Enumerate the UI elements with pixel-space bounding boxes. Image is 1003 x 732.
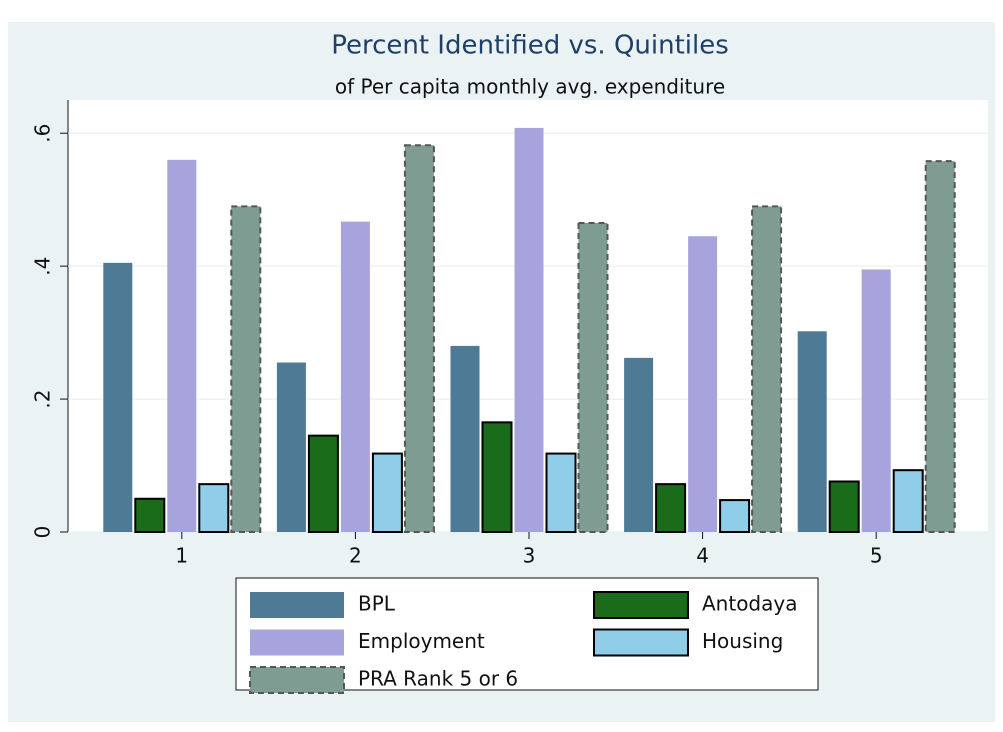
legend-label: Housing xyxy=(702,629,783,653)
bar xyxy=(134,497,166,533)
legend-label: Antodaya xyxy=(702,592,797,616)
y-tick-label: 0 xyxy=(31,526,55,539)
x-tick-label: 4 xyxy=(696,544,709,568)
y-tick-label: .2 xyxy=(31,390,55,409)
bar xyxy=(751,205,783,533)
bar xyxy=(688,236,718,532)
x-tick-label: 2 xyxy=(349,544,362,568)
chart-subtitle: of Per capita monthly avg. expenditure xyxy=(335,75,725,99)
bar xyxy=(924,160,956,533)
bar xyxy=(340,221,370,532)
bar xyxy=(371,452,403,533)
legend-label: Employment xyxy=(358,629,485,653)
legend-swatch xyxy=(249,666,345,694)
bar xyxy=(307,434,339,533)
x-tick-label: 5 xyxy=(870,544,883,568)
bar xyxy=(481,421,513,534)
bar xyxy=(797,331,827,532)
bar xyxy=(198,483,230,534)
bar xyxy=(655,483,687,534)
legend-label: BPL xyxy=(358,592,396,616)
bar xyxy=(276,362,306,532)
bar xyxy=(719,499,751,533)
legend-swatch xyxy=(250,592,344,618)
bar xyxy=(624,357,654,532)
bar xyxy=(892,469,924,533)
legend-label: PRA Rank 5 or 6 xyxy=(358,667,518,691)
bar xyxy=(230,205,262,533)
bar xyxy=(450,345,480,532)
legend-swatch xyxy=(593,591,689,619)
legend-swatch xyxy=(250,629,344,656)
y-tick-label: .4 xyxy=(31,257,55,276)
bar xyxy=(167,159,197,533)
x-tick-label: 1 xyxy=(175,544,188,568)
y-tick-label: .6 xyxy=(31,124,55,143)
chart-title: Percent Identified vs. Quintiles xyxy=(331,31,729,61)
bar xyxy=(103,262,133,532)
x-tick-label: 3 xyxy=(523,544,536,568)
bar xyxy=(577,221,609,533)
bar xyxy=(545,452,577,533)
bar xyxy=(861,269,891,532)
bar xyxy=(514,127,544,532)
bar xyxy=(828,480,860,533)
legend-swatch xyxy=(593,628,689,657)
bar xyxy=(403,144,435,533)
